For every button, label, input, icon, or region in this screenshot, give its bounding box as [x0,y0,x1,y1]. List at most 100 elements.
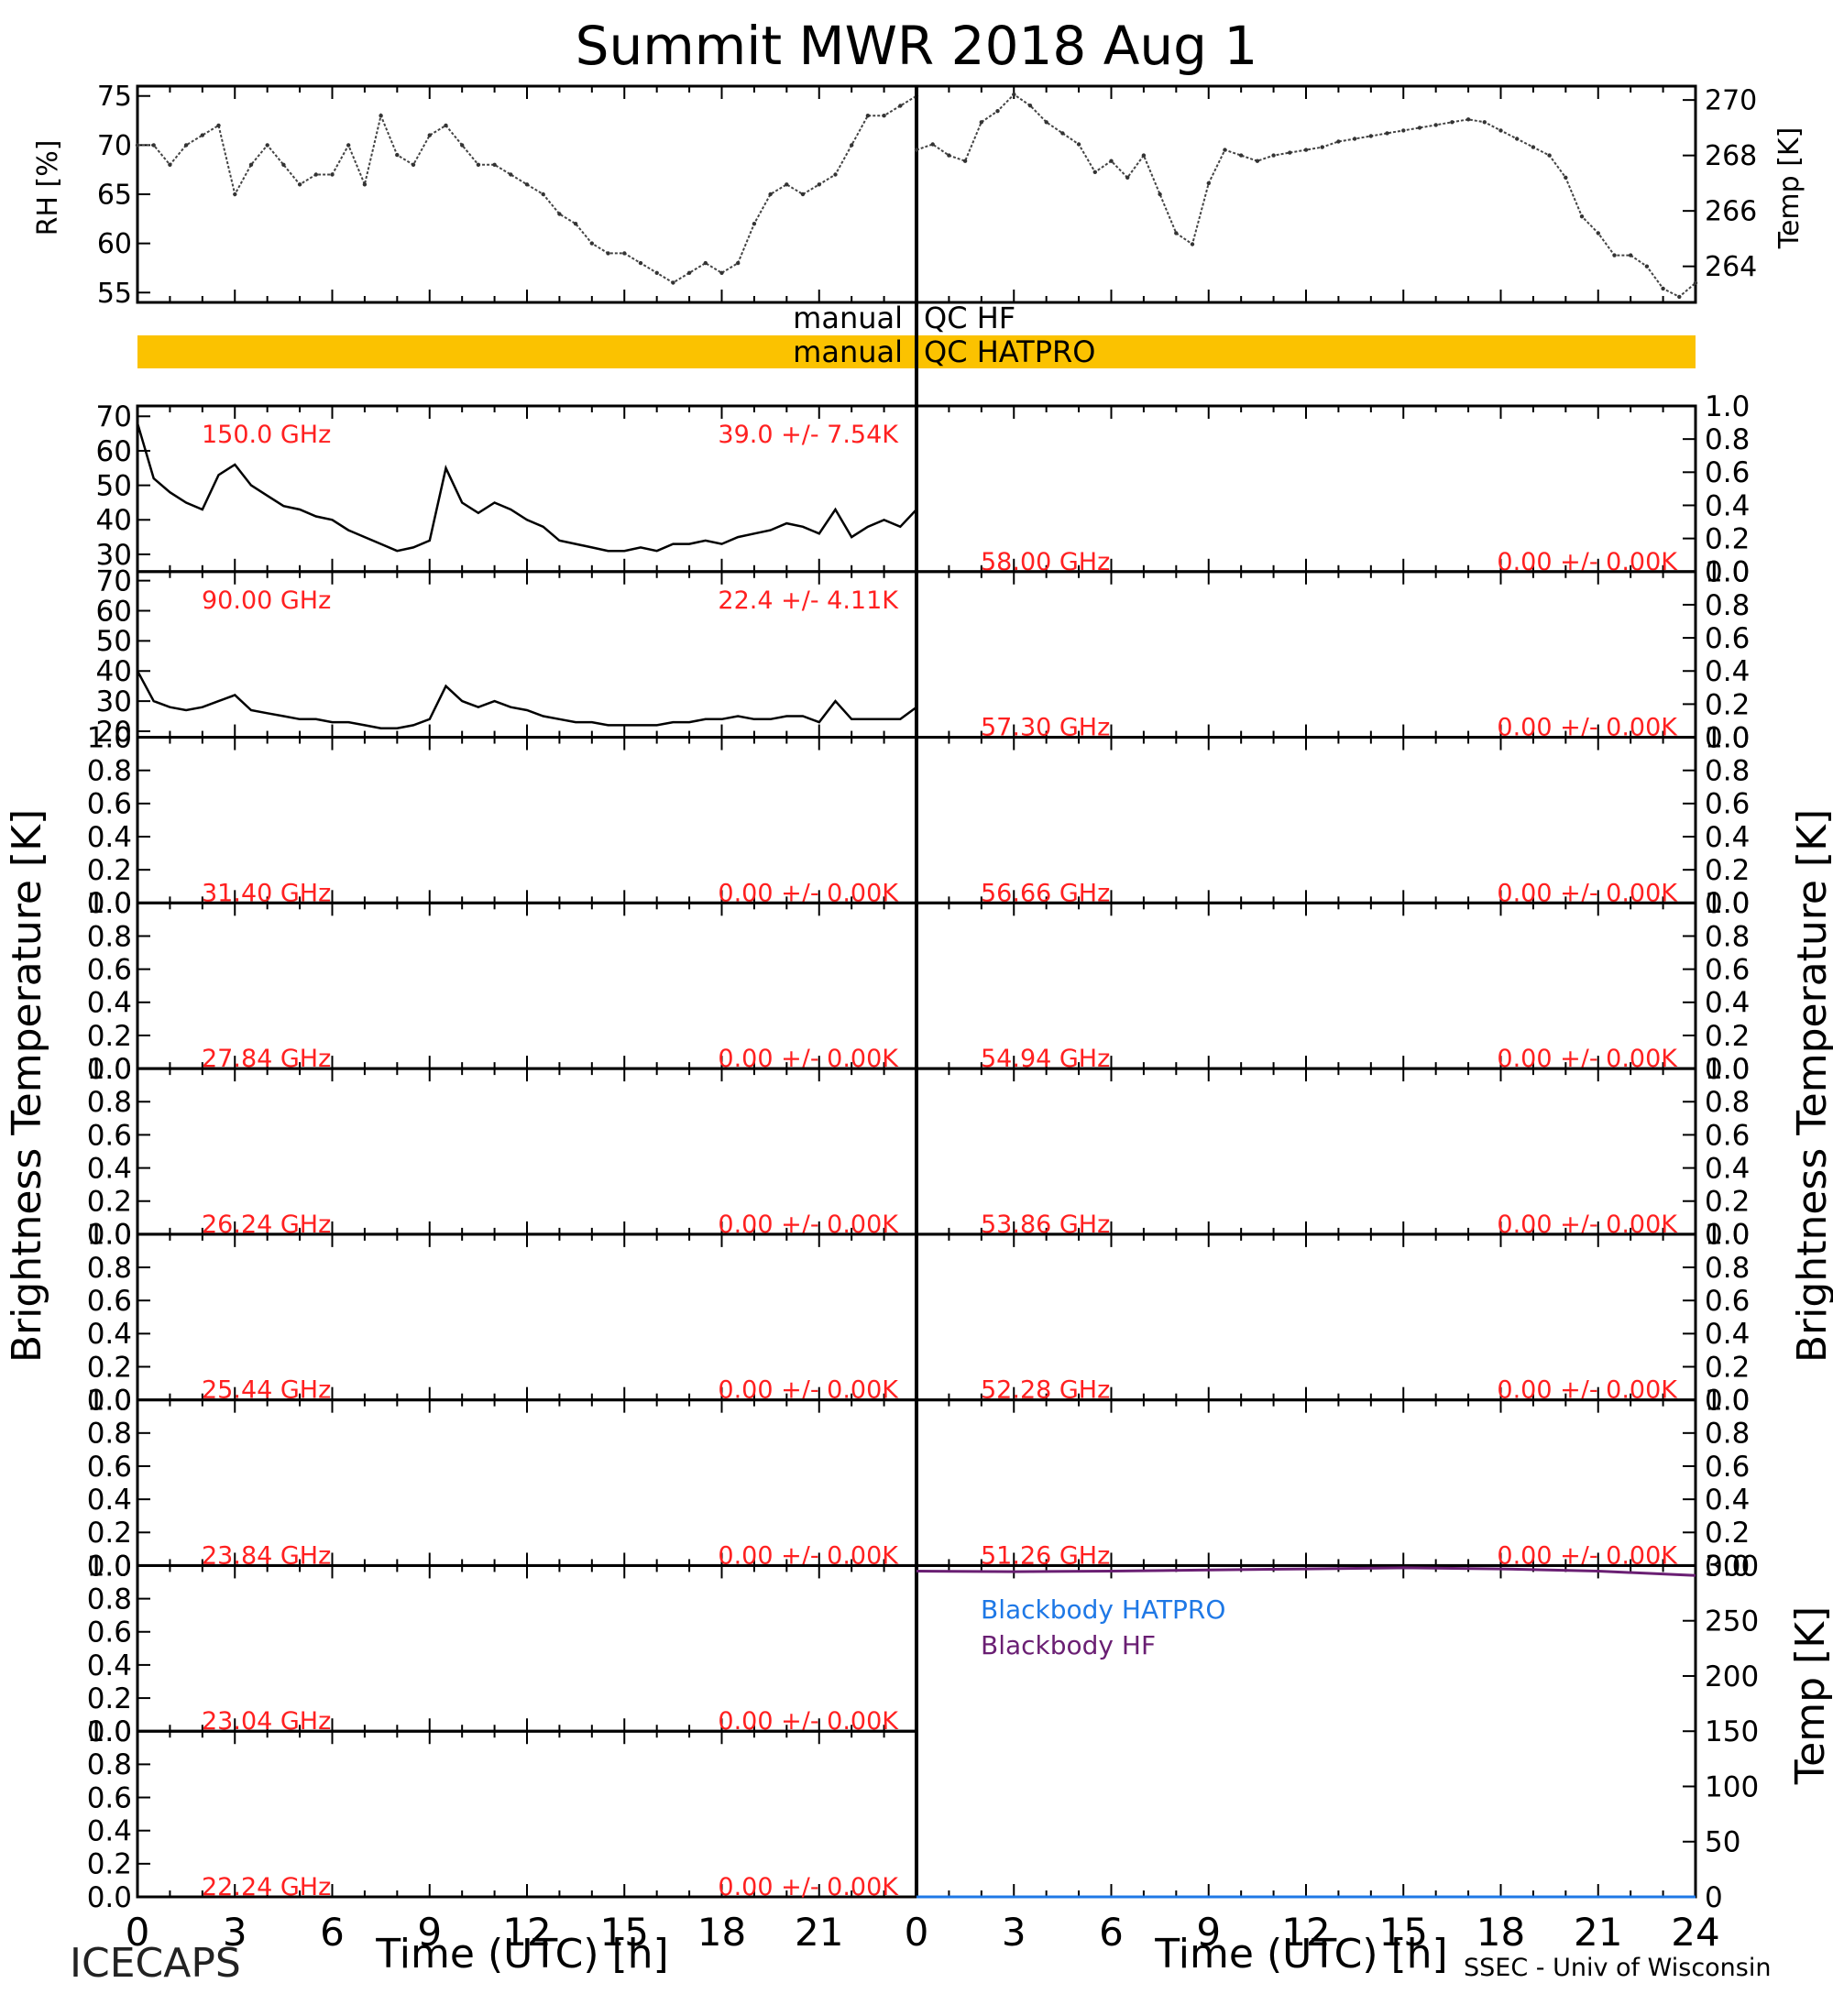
tb-23.04-ytick-label: 0.6 [87,1616,132,1649]
temp-point [1012,92,1016,97]
tb-56.66-ytick-label: 0.0 [1705,887,1750,920]
temp-series [916,93,1696,299]
tb-25.44-ytick-label: 0.4 [87,1318,132,1351]
tb-22.24-ytick-label: 0.6 [87,1781,132,1814]
tb-51.26-ytick-label: 0.6 [1705,1451,1750,1484]
temp-point [1174,231,1179,236]
tb-56.66-ytick-label: 1.0 [1705,721,1750,754]
tb-57.30-ytick-label: 0.4 [1705,655,1750,688]
tb-27.84-ytick-label: 0.4 [87,987,132,1020]
x-tick-label-left: 12 [502,1910,551,1955]
temp-point [1352,137,1357,141]
temp-point [1125,175,1130,180]
tb-150-ytick-label: 40 [96,504,132,537]
tb-23.04-ytick-label: 0.2 [87,1682,132,1715]
temp-point [1385,131,1389,136]
rh-point [752,222,757,226]
blackbody-hf-series [916,1566,1696,1577]
tb-52.28-ytick-label: 0.4 [1705,1318,1750,1351]
temp-point [1027,104,1033,108]
tb-27.84-ytick-label: 0.6 [87,953,132,986]
tb-31.40-ytick-label: 0.6 [87,788,132,821]
rh-point [509,172,513,177]
temp-point [1401,128,1406,133]
tb-26.24-ytick-label: 0.0 [87,1219,132,1252]
tb-51.26-ytick-label: 1.0 [1705,1385,1750,1418]
tb-25.44-ytick-label: 0.8 [87,1252,132,1285]
temp-point [1336,139,1341,144]
tb-22.24-ytick-label: 0.4 [87,1815,132,1848]
tb-90-ytick-label: 70 [96,564,132,597]
temp-point [1223,148,1227,152]
tb-53.86-ytick-label: 0.2 [1705,1186,1750,1219]
tb-53.86-ytick-label: 0.6 [1705,1119,1750,1152]
temp-point [930,142,935,147]
temp-panel [915,84,1697,304]
x-tick-label-left: 0 [126,1910,150,1955]
temp-point [914,148,919,152]
tb-25.44-ytick-label: 0.2 [87,1351,132,1384]
rh-point [606,251,610,256]
rh-point [524,182,530,187]
tb-23.84-ytick-label: 0.2 [87,1517,132,1550]
tb-25.44-ytick-label: 0.0 [87,1385,132,1418]
temp-point [1092,170,1098,174]
rh-point [638,260,643,266]
tb-27.84-ytick-label: 0.2 [87,1020,132,1053]
rh-point [898,104,903,108]
qc-hatpro-right-label: QC HATPRO [924,334,1095,369]
x-tick-label-right: 18 [1476,1910,1525,1955]
tb-54.94-ytick-label: 0.4 [1705,987,1750,1020]
rh-point [833,172,838,177]
tb-22.24-ytick-label: 1.0 [87,1715,132,1748]
x-tick-label-right: 0 [905,1910,929,1955]
tb-23.84-ytick-label: 0.8 [87,1418,132,1451]
temp-point [1482,120,1487,125]
tb-23.04-ytick-label: 0.4 [87,1649,132,1682]
tb-56.66-ytick-label: 0.4 [1705,821,1750,854]
tb-58.00-ytick-label: 0.8 [1705,423,1750,456]
temp-ytick-label: 268 [1705,140,1757,172]
tb-56.66-ytick-label: 0.2 [1705,854,1750,887]
tb-150-series [136,422,917,553]
rh-point [297,182,302,187]
temp-point [1693,280,1698,285]
rh-point [573,222,578,226]
rh-point [817,182,821,187]
tb-23.84-ytick-label: 0.6 [87,1451,132,1484]
rh-point [362,182,368,187]
tb-57.30-ytick-label: 0.0 [1705,721,1750,754]
x-tick-label-right: 24 [1671,1910,1719,1955]
tb-56.66-ytick-label: 0.6 [1705,788,1750,821]
tb-23.84-ytick-label: 1.0 [87,1385,132,1418]
tb-22.24-ytick-label: 0.0 [87,1881,132,1914]
tb-23.04-ytick-label: 0.0 [87,1715,132,1748]
rh-ytick-label: 60 [97,228,132,260]
tb-23.84-panel [136,1398,918,1567]
blackbody-ytick-label: 50 [1705,1826,1740,1859]
tb-52.28-ytick-label: 0.2 [1705,1351,1750,1384]
temp-point [1190,242,1195,247]
temp-point [1076,142,1081,147]
tb-58.00-ytick-label: 0.0 [1705,556,1750,589]
tb-54.94-ytick-label: 1.0 [1705,887,1750,920]
qc-hf-left-label: manual [793,301,903,335]
temp-point [1644,264,1650,268]
x-tick-label-right: 15 [1379,1910,1428,1955]
tb-150-ytick-label: 60 [96,435,132,468]
temp-point [1109,159,1114,163]
tb-58.00-ytick-label: 0.4 [1705,489,1750,522]
blackbody-ytick-label: 150 [1705,1715,1759,1748]
rh-point [265,143,269,148]
tb-31.40-panel [136,736,918,904]
tb-90-ytick-label: 20 [96,716,132,749]
x-axis-label-right: Time (UTC) [h] [1154,1931,1447,1978]
tb-57.30-ytick-label: 0.6 [1705,622,1750,655]
temp-ytick-label: 264 [1705,251,1757,283]
temp-ytick-label: 270 [1705,85,1757,117]
tb-51.26-ytick-label: 0.8 [1705,1418,1750,1451]
tb-26.24-ytick-label: 0.2 [87,1186,132,1219]
tb-26.24-ytick-label: 0.4 [87,1152,132,1185]
rh-point [216,123,221,128]
